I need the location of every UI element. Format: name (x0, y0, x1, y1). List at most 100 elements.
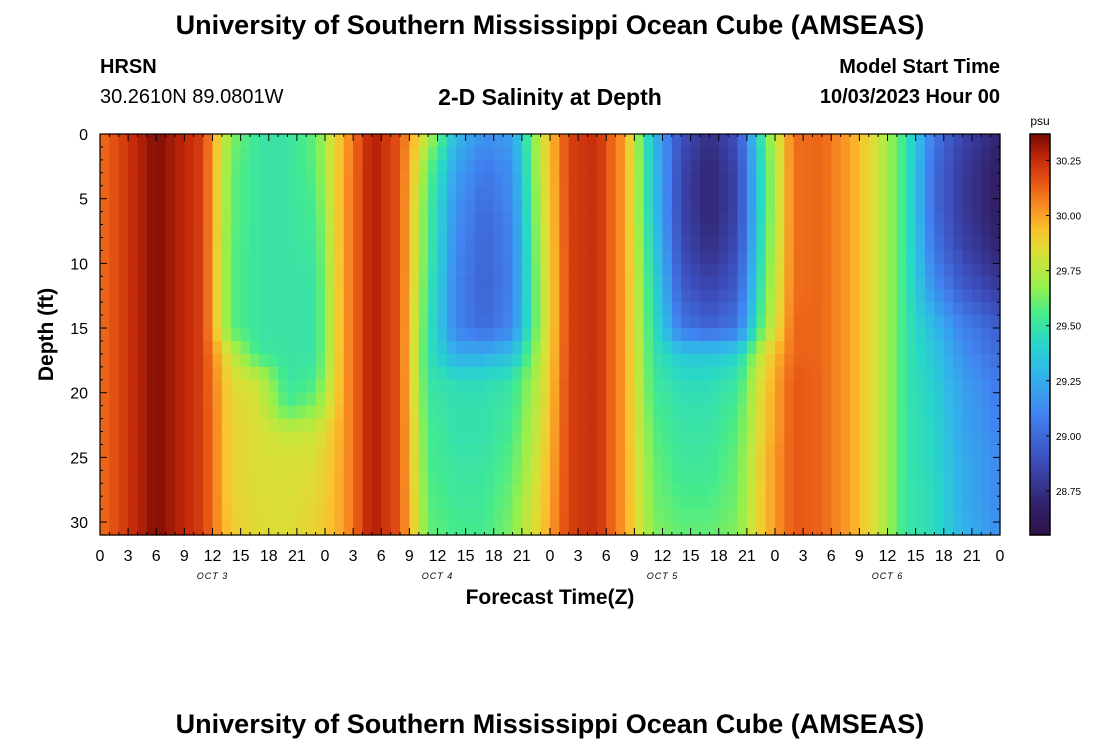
heatmap-cell (146, 276, 157, 290)
heatmap-cell (306, 315, 317, 329)
heatmap-cell (728, 353, 739, 368)
heatmap-cell (193, 315, 204, 329)
heatmap-cell (315, 328, 326, 342)
heatmap-cell (353, 198, 364, 213)
heatmap-cell (531, 470, 542, 484)
heatmap-cell (596, 379, 607, 394)
heatmap-cell (540, 328, 551, 342)
heatmap-cell (428, 237, 439, 252)
heatmap-cell (700, 483, 710, 497)
heatmap-cell (390, 444, 401, 458)
heatmap-cell (765, 522, 776, 536)
heatmap-cell (746, 198, 757, 213)
heatmap-cell (390, 250, 401, 264)
heatmap-cell (859, 379, 870, 394)
heatmap-cell (165, 289, 176, 303)
heatmap-cell (859, 496, 870, 510)
heatmap-cell (418, 366, 429, 381)
heatmap-cell (409, 134, 420, 148)
heatmap-cell (512, 328, 523, 342)
heatmap-cell (240, 185, 251, 200)
heatmap-cell (700, 302, 710, 316)
heatmap-cell (268, 302, 279, 316)
heatmap-cell (550, 198, 560, 213)
heatmap-cell (390, 159, 401, 174)
heatmap-cell (690, 302, 701, 316)
heatmap-cell (596, 237, 607, 252)
heatmap-cell (840, 379, 851, 394)
heatmap-cell (878, 418, 889, 433)
heatmap-cell (784, 353, 795, 368)
heatmap-cell (184, 237, 195, 252)
heatmap-cell (690, 198, 701, 213)
heatmap-cell (803, 366, 814, 381)
heatmap-cell (418, 315, 429, 329)
heatmap-cell (521, 470, 532, 484)
heatmap-cell (231, 315, 242, 329)
heatmap-cell (709, 366, 720, 381)
heatmap-cell (343, 211, 354, 226)
heatmap-cell (550, 237, 560, 252)
heatmap-cell (662, 263, 673, 277)
heatmap-cell (512, 418, 523, 433)
heatmap-cell (493, 496, 504, 510)
heatmap-cell (953, 483, 964, 497)
heatmap-cell (803, 263, 814, 277)
heatmap-cell (887, 237, 898, 252)
heatmap-cell (296, 172, 307, 187)
heatmap-cell (381, 237, 392, 252)
heatmap-cell (953, 185, 964, 200)
heatmap-cell (700, 340, 710, 355)
heatmap-cell (446, 353, 457, 368)
heatmap-cell (690, 146, 701, 161)
heatmap-cell (643, 522, 654, 536)
heatmap-cell (475, 185, 485, 200)
heatmap-cell (437, 405, 448, 420)
heatmap-cell (653, 509, 664, 523)
heatmap-cell (296, 392, 307, 407)
heatmap-cell (446, 224, 457, 239)
heatmap-cell (671, 172, 682, 187)
heatmap-cell (212, 522, 223, 536)
heatmap-cell (503, 366, 514, 381)
heatmap-cell (278, 431, 289, 446)
heatmap-cell (362, 263, 373, 277)
heatmap-cell (878, 340, 889, 355)
heatmap-cell (803, 509, 814, 523)
heatmap-cell (878, 457, 889, 471)
x-tick-label: 12 (204, 548, 222, 565)
heatmap-cell (203, 211, 214, 226)
heatmap-cell (934, 509, 945, 523)
heatmap-cell (550, 315, 560, 329)
heatmap-cell (934, 328, 945, 342)
heatmap-cell (709, 224, 720, 239)
heatmap-cell (559, 470, 570, 484)
heatmap-cell (625, 134, 635, 148)
heatmap-cell (906, 457, 917, 471)
heatmap-cell (859, 211, 870, 226)
heatmap-cell (353, 379, 364, 394)
heatmap-cell (268, 444, 279, 458)
heatmap-cell (718, 237, 729, 252)
heatmap-cell (400, 522, 410, 536)
heatmap-cell (606, 224, 617, 239)
heatmap-cell (250, 418, 260, 433)
heatmap-cell (193, 198, 204, 213)
heatmap-cell (943, 146, 954, 161)
heatmap-cell (456, 263, 467, 277)
heatmap-cell (906, 276, 917, 290)
heatmap-cell (296, 457, 307, 471)
heatmap-cell (512, 522, 523, 536)
heatmap-cell (578, 522, 589, 536)
heatmap-cell (165, 405, 176, 420)
y-tick-label: 20 (70, 386, 88, 403)
heatmap-cell (118, 289, 129, 303)
heatmap-cell (681, 146, 692, 161)
heatmap-cell (550, 431, 560, 446)
heatmap-cell (971, 289, 982, 303)
heatmap-cell (634, 353, 645, 368)
heatmap-cell (906, 353, 917, 368)
heatmap-cell (334, 340, 345, 355)
heatmap-cell (625, 328, 635, 342)
heatmap-cell (400, 431, 410, 446)
